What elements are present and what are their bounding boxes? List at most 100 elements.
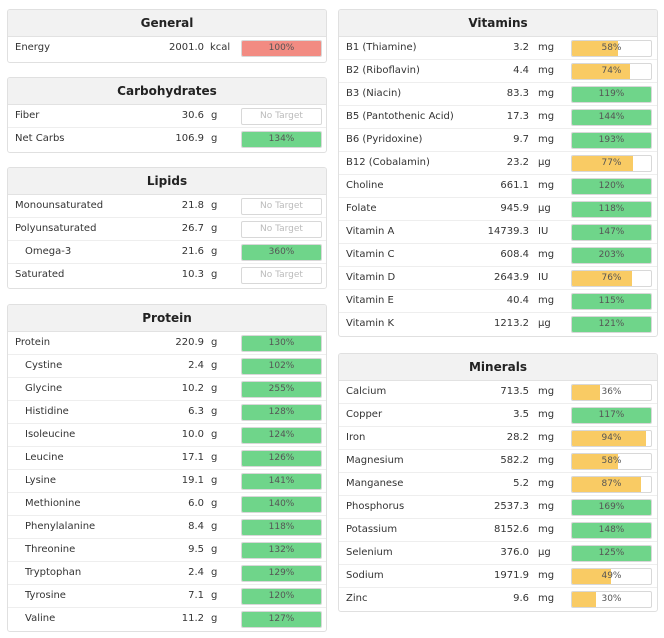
- target-percent-label: 132%: [268, 545, 295, 555]
- nutrient-amount: 220.9: [175, 337, 204, 348]
- nutrient-unit: mg: [538, 42, 555, 53]
- nutrient-unit: mg: [538, 432, 555, 443]
- target-percent-label: 360%: [268, 247, 295, 257]
- target-progress-fill: [242, 520, 321, 535]
- target-progress-bar: 102%: [241, 358, 322, 375]
- target-progress-fill: [242, 428, 321, 443]
- target-progress-fill: [242, 612, 321, 627]
- nutrient-unit: mg: [538, 295, 555, 306]
- nutrient-row: B3 (Niacin) 83.3 mg 119%: [339, 83, 657, 106]
- target-progress-bar: 130%: [241, 335, 322, 352]
- target-percent-label: 148%: [598, 525, 625, 535]
- nutrient-name: Tryptophan: [25, 567, 82, 578]
- nutrient-amount: 376.0: [500, 547, 529, 558]
- target-progress-bar: 58%: [571, 453, 652, 470]
- nutrient-row: Methionine 6.0 g 140%: [8, 493, 326, 516]
- target-progress-bar: 36%: [571, 384, 652, 401]
- target-progress-fill: [572, 317, 651, 332]
- nutrient-name: Methionine: [25, 498, 81, 509]
- target-progress-fill: [242, 589, 321, 604]
- nutrient-amount: 2.4: [188, 567, 204, 578]
- nutrient-name: Magnesium: [346, 455, 404, 466]
- nutrient-row: Protein 220.9 g 130%: [8, 332, 326, 355]
- nutrient-name: Leucine: [25, 452, 64, 463]
- target-progress-fill: [572, 569, 611, 584]
- nutrient-amount: 713.5: [500, 386, 529, 397]
- target-progress-bar: 100%: [241, 40, 322, 57]
- target-percent-label: 121%: [598, 319, 625, 329]
- nutrient-row: Sodium 1971.9 mg 49%: [339, 565, 657, 588]
- target-progress-bar: No Target: [241, 198, 322, 215]
- nutrient-unit: mg: [538, 88, 555, 99]
- nutrient-amount: 945.9: [500, 203, 529, 214]
- nutrient-row: B12 (Cobalamin) 23.2 µg 77%: [339, 152, 657, 175]
- target-percent-label: 120%: [268, 591, 295, 601]
- minerals-rows: Calcium 713.5 mg 36% Copper 3.5 mg 117% Iron 28.2…: [339, 381, 657, 611]
- target-percent-label: 130%: [268, 338, 295, 348]
- target-progress-fill: [242, 405, 321, 420]
- nutrient-amount: 2537.3: [494, 501, 529, 512]
- nutrient-row: Net Carbs 106.9 g 134%: [8, 128, 326, 151]
- target-progress-bar: 127%: [241, 611, 322, 628]
- nutrient-amount: 8152.6: [494, 524, 529, 535]
- target-percent-label: 100%: [268, 43, 295, 53]
- nutrient-row: Vitamin K 1213.2 µg 121%: [339, 313, 657, 336]
- lipids-panel-title: Lipids: [8, 168, 326, 195]
- target-percent-label: 125%: [598, 548, 625, 558]
- nutrient-row: Folate 945.9 µg 118%: [339, 198, 657, 221]
- nutrient-amount: 30.6: [181, 110, 204, 121]
- nutrient-row: Leucine 17.1 g 126%: [8, 447, 326, 470]
- target-progress-bar: 121%: [571, 316, 652, 333]
- nutrient-name: Valine: [25, 613, 56, 624]
- nutrient-unit: g: [211, 269, 218, 280]
- nutrient-unit: mg: [538, 134, 555, 145]
- nutrient-name: Folate: [346, 203, 377, 214]
- nutrient-unit: mg: [538, 386, 555, 397]
- nutrient-name: Fiber: [15, 110, 40, 121]
- vitamins-rows: B1 (Thiamine) 3.2 mg 58% B2 (Riboflavin) 4.4 m…: [339, 37, 657, 336]
- nutrient-unit: g: [211, 337, 218, 348]
- target-percent-label: 76%: [601, 273, 622, 283]
- vitamins-panel-title: Vitamins: [339, 10, 657, 37]
- nutrient-amount: 661.1: [500, 180, 529, 191]
- nutrient-name: Vitamin A: [346, 226, 395, 237]
- nutrient-row: Vitamin A 14739.3 IU 147%: [339, 221, 657, 244]
- nutrient-name: Net Carbs: [15, 133, 65, 144]
- target-percent-label: 118%: [598, 204, 625, 214]
- nutrient-row: Choline 661.1 mg 120%: [339, 175, 657, 198]
- target-progress-bar: 140%: [241, 496, 322, 513]
- carbohydrates-panel-title: Carbohydrates: [8, 78, 326, 105]
- target-percent-label: 30%: [601, 594, 622, 604]
- general-rows: Energy 2001.0 kcal 100%: [8, 37, 326, 60]
- nutrient-name: Glycine: [25, 383, 63, 394]
- nutrient-unit: g: [211, 544, 218, 555]
- nutrient-amount: 10.0: [181, 429, 204, 440]
- nutrient-amount: 2001.0: [169, 42, 204, 53]
- target-progress-bar: 94%: [571, 430, 652, 447]
- protein-panel-title: Protein: [8, 305, 326, 332]
- target-progress-bar: 118%: [571, 201, 652, 218]
- nutrient-unit: g: [211, 246, 218, 257]
- nutrient-amount: 6.0: [188, 498, 204, 509]
- nutrient-row: Phosphorus 2537.3 mg 169%: [339, 496, 657, 519]
- target-progress-fill: [572, 454, 618, 469]
- target-progress-fill: [242, 41, 321, 56]
- target-progress-bar: 119%: [571, 86, 652, 103]
- nutrient-unit: g: [211, 406, 218, 417]
- target-percent-label: 128%: [268, 407, 295, 417]
- nutrient-name: Isoleucine: [25, 429, 76, 440]
- nutrient-name: Tyrosine: [25, 590, 66, 601]
- nutrient-row: Calcium 713.5 mg 36%: [339, 381, 657, 404]
- target-progress-bar: 147%: [571, 224, 652, 241]
- carbohydrates-panel: Carbohydrates Fiber 30.6 g No Target Net Car…: [7, 77, 327, 153]
- nutrient-amount: 2643.9: [494, 272, 529, 283]
- target-percent-label: 94%: [601, 433, 622, 443]
- lipids-panel: Lipids Monounsaturated 21.8 g No Target Poly…: [7, 167, 327, 289]
- nutrient-amount: 4.4: [513, 65, 529, 76]
- nutrient-amount: 17.3: [506, 111, 529, 122]
- target-progress-bar: 74%: [571, 63, 652, 80]
- nutrient-unit: mg: [538, 524, 555, 535]
- nutrient-name: Iron: [346, 432, 366, 443]
- target-progress-fill: [572, 179, 651, 194]
- nutrient-unit: g: [211, 133, 218, 144]
